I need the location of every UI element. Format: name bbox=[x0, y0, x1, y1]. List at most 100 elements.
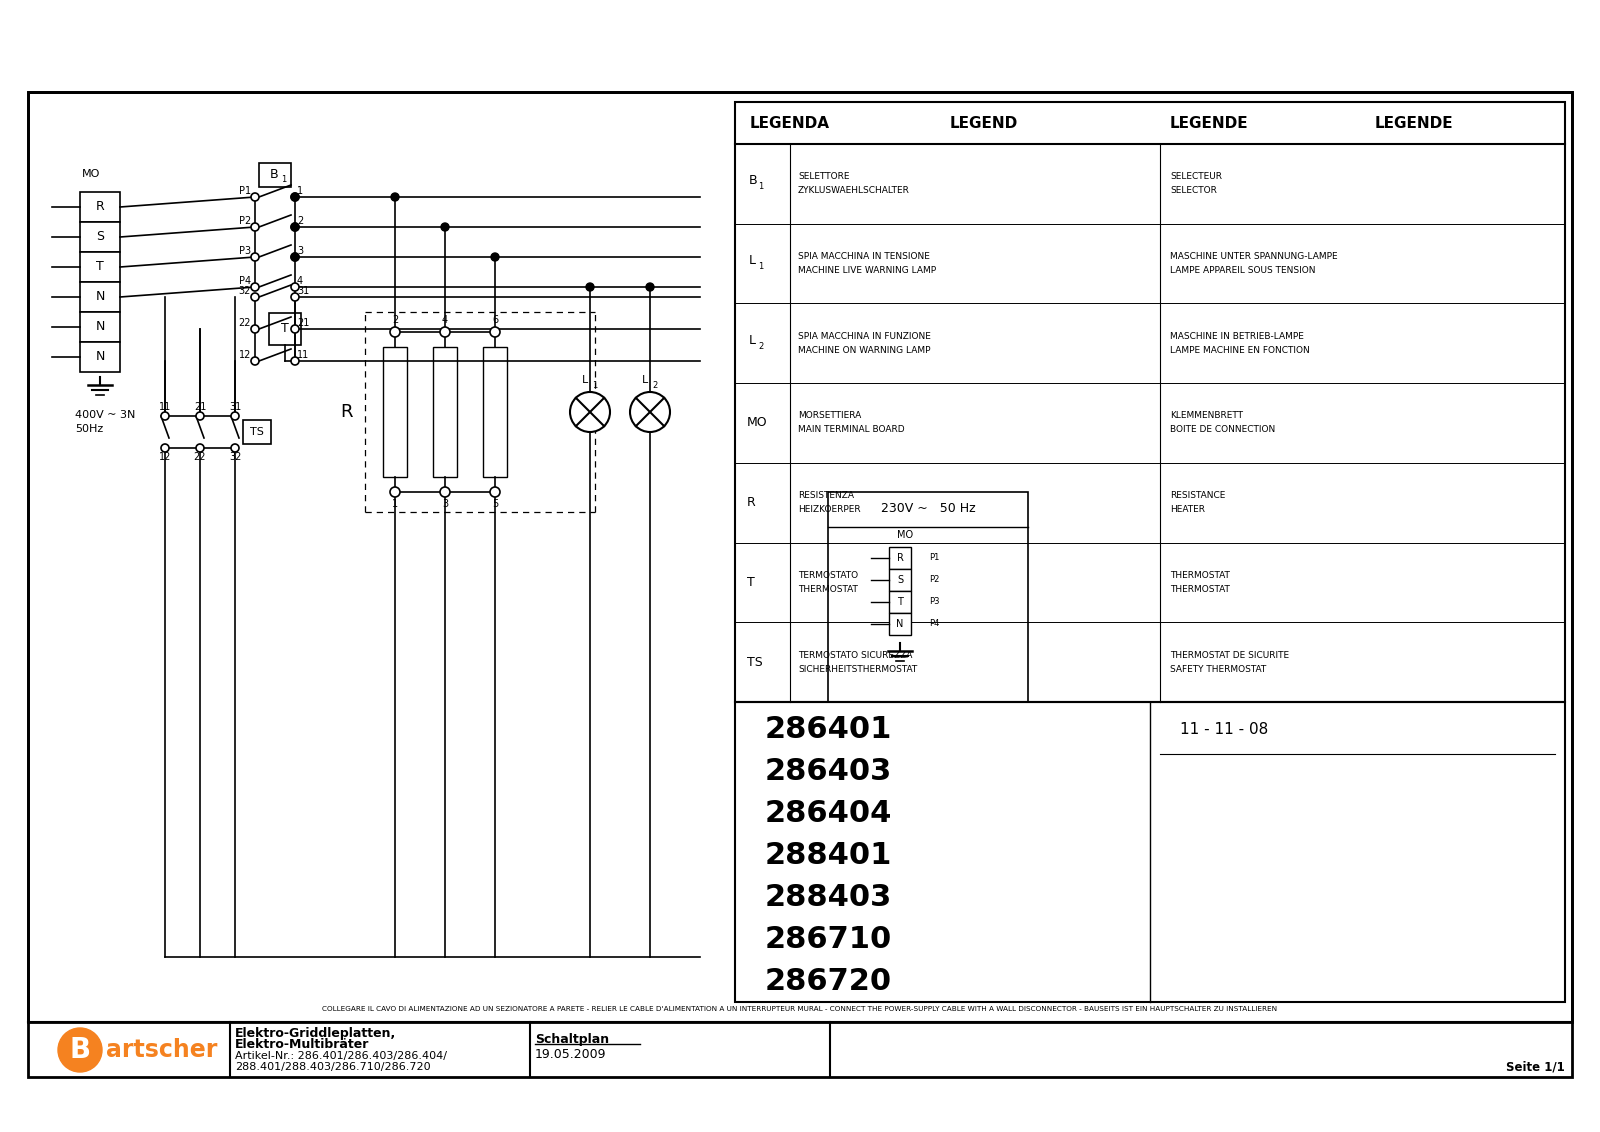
Text: KLEMMENBRETT: KLEMMENBRETT bbox=[1170, 412, 1243, 420]
Circle shape bbox=[646, 283, 654, 291]
Text: MO: MO bbox=[898, 530, 914, 540]
Text: 5: 5 bbox=[491, 499, 498, 509]
Circle shape bbox=[291, 325, 299, 333]
Text: Elektro-Griddleplatten,: Elektro-Griddleplatten, bbox=[235, 1028, 397, 1040]
Text: S: S bbox=[96, 231, 104, 243]
Text: 11: 11 bbox=[158, 402, 171, 412]
Circle shape bbox=[162, 444, 170, 452]
Text: 1: 1 bbox=[592, 381, 597, 391]
Text: SICHERHEITSTHERMOSTAT: SICHERHEITSTHERMOSTAT bbox=[798, 664, 917, 674]
Text: 286720: 286720 bbox=[765, 968, 893, 996]
Circle shape bbox=[440, 327, 450, 337]
Text: N: N bbox=[96, 320, 104, 334]
Circle shape bbox=[586, 283, 594, 291]
Text: 11: 11 bbox=[298, 350, 309, 360]
Circle shape bbox=[390, 327, 400, 337]
Bar bbox=[243, 420, 270, 444]
Bar bbox=[29, 92, 1571, 1022]
Text: 1: 1 bbox=[282, 175, 286, 185]
Text: P2: P2 bbox=[238, 216, 251, 226]
Text: LAMPE MACHINE EN FONCTION: LAMPE MACHINE EN FONCTION bbox=[1170, 345, 1310, 354]
Circle shape bbox=[570, 392, 610, 432]
Text: 288403: 288403 bbox=[765, 883, 893, 912]
Circle shape bbox=[291, 252, 299, 261]
Circle shape bbox=[490, 487, 499, 497]
Text: 11 - 11 - 08: 11 - 11 - 08 bbox=[1181, 722, 1269, 738]
Text: T: T bbox=[747, 576, 755, 589]
Bar bbox=[890, 614, 910, 635]
Bar bbox=[80, 342, 120, 372]
Bar bbox=[382, 348, 406, 477]
Text: SELECTOR: SELECTOR bbox=[1170, 187, 1218, 196]
Text: 50Hz: 50Hz bbox=[75, 424, 104, 434]
Text: L: L bbox=[582, 375, 589, 385]
Text: L: L bbox=[642, 375, 648, 385]
Text: 400V ~ 3N: 400V ~ 3N bbox=[75, 410, 136, 420]
Text: P4: P4 bbox=[238, 276, 251, 286]
Text: SAFETY THERMOSTAT: SAFETY THERMOSTAT bbox=[1170, 664, 1266, 674]
Circle shape bbox=[58, 1028, 102, 1072]
Text: Artikel-Nr.: 286.401/286.403/286.404/: Artikel-Nr.: 286.401/286.403/286.404/ bbox=[235, 1050, 446, 1061]
Text: P2: P2 bbox=[930, 575, 939, 584]
Text: LEGEND: LEGEND bbox=[950, 115, 1018, 130]
Circle shape bbox=[251, 252, 259, 261]
Circle shape bbox=[440, 487, 450, 497]
Text: SELECTEUR: SELECTEUR bbox=[1170, 172, 1222, 181]
Text: 288401: 288401 bbox=[765, 841, 893, 871]
Text: TERMOSTATO: TERMOSTATO bbox=[798, 571, 858, 580]
Text: Elektro-Multibräter: Elektro-Multibräter bbox=[235, 1038, 370, 1052]
Text: artscher: artscher bbox=[106, 1038, 218, 1062]
Bar bbox=[80, 312, 120, 342]
Text: 31: 31 bbox=[298, 286, 309, 295]
Text: R: R bbox=[896, 554, 904, 563]
Bar bbox=[890, 547, 910, 569]
Text: R: R bbox=[747, 496, 755, 509]
Text: L: L bbox=[749, 334, 757, 346]
Circle shape bbox=[162, 412, 170, 420]
Circle shape bbox=[291, 192, 299, 201]
Text: N: N bbox=[896, 619, 904, 629]
Circle shape bbox=[291, 293, 299, 301]
Circle shape bbox=[230, 444, 238, 452]
Text: MO: MO bbox=[82, 169, 101, 179]
Text: LAMPE APPAREIL SOUS TENSION: LAMPE APPAREIL SOUS TENSION bbox=[1170, 266, 1315, 275]
Text: 4: 4 bbox=[442, 315, 448, 325]
Text: 21: 21 bbox=[298, 318, 309, 328]
Text: TS: TS bbox=[250, 427, 264, 437]
Text: Seite 1/1: Seite 1/1 bbox=[1506, 1061, 1565, 1073]
Circle shape bbox=[195, 444, 205, 452]
Circle shape bbox=[251, 357, 259, 365]
Text: P1: P1 bbox=[930, 554, 939, 563]
Bar bbox=[829, 492, 1027, 702]
Text: B: B bbox=[69, 1036, 91, 1064]
Circle shape bbox=[491, 252, 499, 261]
Bar bbox=[29, 92, 1571, 1077]
Text: 3: 3 bbox=[442, 499, 448, 509]
Text: B: B bbox=[270, 169, 278, 181]
Bar bbox=[80, 222, 120, 252]
Text: R: R bbox=[339, 403, 352, 421]
Circle shape bbox=[630, 392, 670, 432]
Text: P4: P4 bbox=[930, 619, 939, 628]
Text: 19.05.2009: 19.05.2009 bbox=[534, 1047, 606, 1061]
Text: 1: 1 bbox=[758, 182, 763, 191]
Text: 1: 1 bbox=[758, 263, 763, 271]
Text: 286710: 286710 bbox=[765, 926, 893, 954]
Text: ZYKLUSWAEHLSCHALTER: ZYKLUSWAEHLSCHALTER bbox=[798, 187, 910, 196]
Text: MORSETTIERA: MORSETTIERA bbox=[798, 412, 861, 420]
Text: R: R bbox=[96, 200, 104, 214]
Bar bbox=[80, 252, 120, 282]
Text: 22: 22 bbox=[194, 452, 206, 462]
Text: COLLEGARE IL CAVO DI ALIMENTAZIONE AD UN SEZIONATORE A PARETE - RELIER LE CABLE : COLLEGARE IL CAVO DI ALIMENTAZIONE AD UN… bbox=[323, 1006, 1277, 1012]
Text: LEGENDE: LEGENDE bbox=[1170, 115, 1248, 130]
Text: 12: 12 bbox=[238, 350, 251, 360]
Text: 286401: 286401 bbox=[765, 715, 893, 745]
Circle shape bbox=[490, 327, 499, 337]
Circle shape bbox=[251, 283, 259, 291]
Text: 1: 1 bbox=[392, 499, 398, 509]
Circle shape bbox=[251, 325, 259, 333]
Text: 32: 32 bbox=[229, 452, 242, 462]
Text: 2: 2 bbox=[298, 216, 304, 226]
Circle shape bbox=[251, 293, 259, 301]
Text: MACHINE LIVE WARNING LAMP: MACHINE LIVE WARNING LAMP bbox=[798, 266, 936, 275]
